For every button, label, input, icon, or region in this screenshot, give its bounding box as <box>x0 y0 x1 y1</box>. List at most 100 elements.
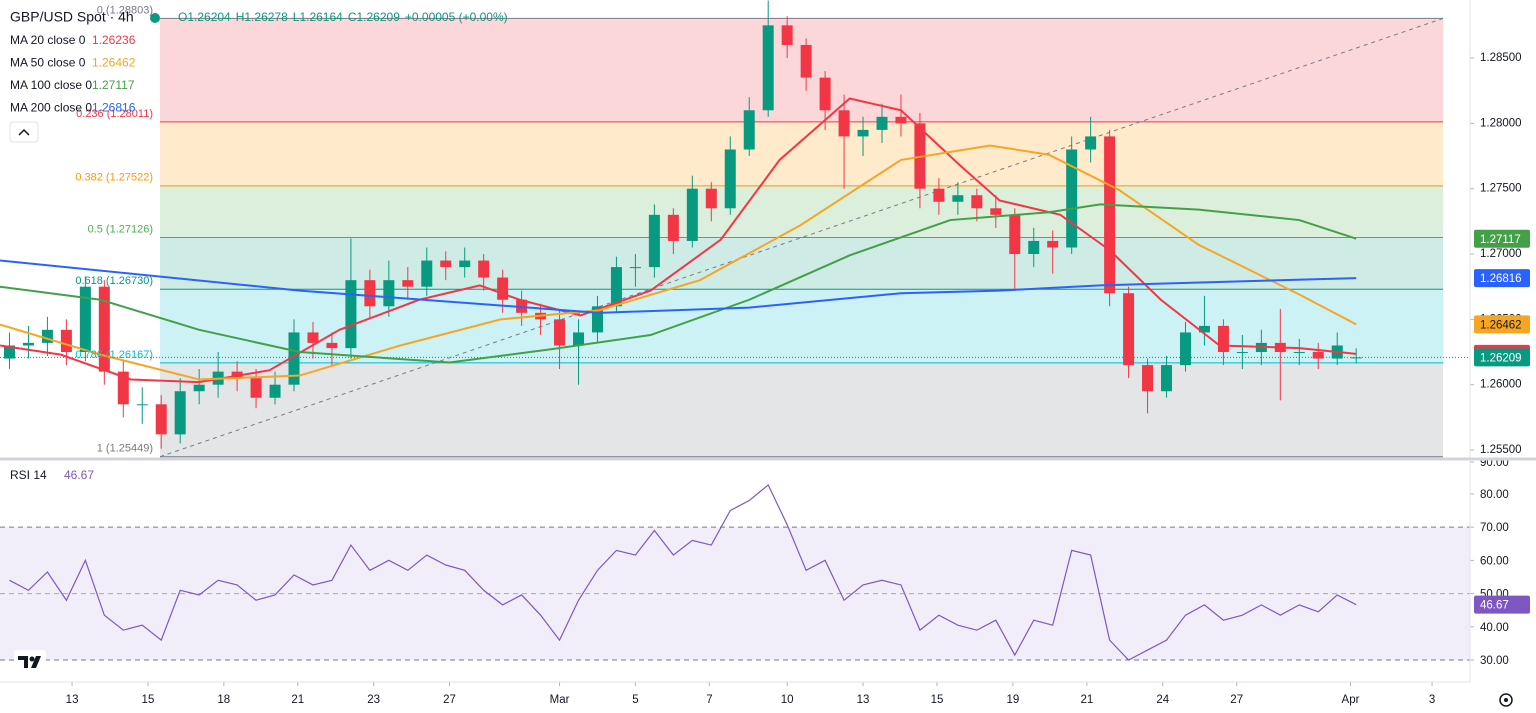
candle-body <box>573 332 585 346</box>
legend-name: MA 20 close 0 <box>10 33 86 47</box>
x-tick-label: 5 <box>632 694 638 706</box>
y-tick-label: 70.00 <box>1480 522 1509 534</box>
fib-label: 0.786 (1.26167) <box>75 349 153 361</box>
candle-body <box>895 116 907 124</box>
status-dot <box>150 13 160 23</box>
candle-body <box>402 280 414 287</box>
candle-body <box>459 260 471 268</box>
price-tag <box>1474 229 1530 248</box>
price-tag-label: 1.27117 <box>1480 234 1521 246</box>
fib-label: 0.5 (1.27126) <box>88 223 153 235</box>
logo-dot <box>29 656 35 662</box>
candle-body <box>269 384 281 398</box>
candle-body <box>478 260 490 278</box>
candle-body <box>1236 352 1248 354</box>
legend-name: MA 50 close 0 <box>10 56 86 70</box>
candle-body <box>79 286 91 353</box>
candle-body <box>41 329 53 343</box>
candle-body <box>819 77 831 111</box>
candle-body <box>990 208 1002 215</box>
candle-body <box>1198 325 1210 333</box>
candle-body <box>781 25 793 45</box>
settings-icon[interactable] <box>1499 693 1513 707</box>
ma-line <box>0 97 1357 384</box>
ma-line <box>0 144 1357 381</box>
ohlc-legend: O1.26204 H1.26278 L1.26164 C1.26209 +0.00005… <box>178 10 508 24</box>
candle-body <box>971 195 983 209</box>
y-tick-label: 60.00 <box>1480 555 1509 567</box>
fib-label: 0.618 (1.26730) <box>75 275 153 287</box>
candle-body <box>1312 352 1324 359</box>
legend-value: 1.26816 <box>92 101 136 115</box>
candle-body <box>952 195 964 202</box>
x-tick-label: 7 <box>706 694 712 706</box>
collapse-button[interactable] <box>9 121 39 143</box>
candle-body <box>724 149 736 209</box>
candle-body <box>1217 325 1229 353</box>
ohlc-item: +0.00005 (+0.00%) <box>405 10 508 24</box>
candle-body <box>1179 332 1191 366</box>
price-tag <box>1474 595 1530 614</box>
x-tick-label: 23 <box>367 694 380 706</box>
price-tag <box>1474 269 1530 288</box>
x-tick-label: 13 <box>66 694 79 706</box>
x-tick-label: 24 <box>1156 694 1169 706</box>
candle-body <box>686 188 698 241</box>
candle-body <box>117 371 129 405</box>
x-tick-label: Mar <box>550 694 570 706</box>
candle-body <box>1142 365 1154 392</box>
candle-body <box>307 332 319 343</box>
fib-trend-line <box>159 17 1444 458</box>
price-tag <box>1474 315 1530 334</box>
fib-zone <box>160 185 1443 238</box>
candle-body <box>1085 136 1097 150</box>
fib-label: 0 (1.28803) <box>97 4 153 16</box>
candle-body <box>876 116 888 130</box>
legend-name: RSI 14 <box>10 468 47 482</box>
candle-body <box>838 110 850 137</box>
candle-body <box>629 267 641 269</box>
candle-body <box>155 404 167 435</box>
candle-body <box>1066 149 1078 248</box>
candle-body <box>3 345 15 359</box>
ohlc-item: L1.26164 <box>293 10 343 24</box>
tv-logo <box>14 650 46 674</box>
candle-body <box>421 260 433 287</box>
legend-value: 1.26462 <box>92 56 136 70</box>
candle-body <box>174 391 186 435</box>
fib-label: 0.236 (1.28011) <box>76 108 153 120</box>
x-tick-label: 15 <box>142 694 155 706</box>
candle-body <box>440 260 452 268</box>
candle-body <box>762 25 774 111</box>
candle-body <box>326 342 338 349</box>
candle-body <box>1350 357 1362 359</box>
candle-body <box>60 329 72 353</box>
price-tag-label: 1.26816 <box>1480 273 1522 285</box>
candle-body <box>857 129 869 137</box>
candle-body <box>193 384 205 392</box>
button[interactable] <box>9 121 39 143</box>
rsi-line <box>9 483 1357 661</box>
legend-name: MA 200 close 0 <box>10 101 92 115</box>
candle-body <box>136 404 148 406</box>
gear-center <box>1504 698 1508 702</box>
candle-body <box>1104 136 1116 294</box>
fib-label: 0.382 (1.27522) <box>75 172 153 184</box>
gear[interactable] <box>1499 693 1513 707</box>
candle-body <box>1028 240 1040 255</box>
price-tag-label: 1.26209 <box>1480 352 1522 364</box>
x-tick-label: 13 <box>857 694 870 706</box>
y-tick-label: 1.27000 <box>1480 248 1522 260</box>
y-tick-label: 30.00 <box>1480 655 1509 667</box>
x-tick-label: 27 <box>1230 694 1243 706</box>
y-tick-label: 40.00 <box>1480 622 1509 634</box>
legend-value: 1.27117 <box>92 78 135 92</box>
candle-body <box>497 277 509 300</box>
y-tick-label: 1.26000 <box>1480 379 1522 391</box>
x-tick-label: 21 <box>1080 694 1093 706</box>
candle-body <box>1123 293 1135 366</box>
price-tag-label: 1.26462 <box>1480 319 1522 331</box>
x-tick-label: Apr <box>1342 694 1360 706</box>
candle-body <box>1047 240 1059 248</box>
